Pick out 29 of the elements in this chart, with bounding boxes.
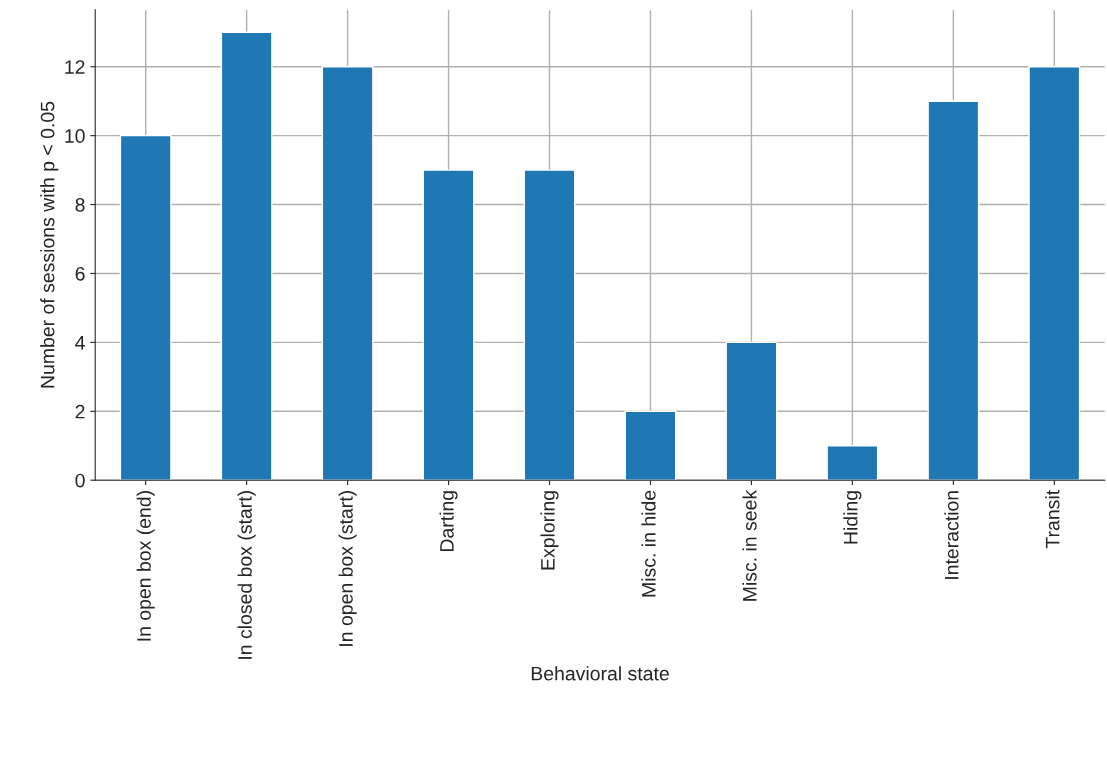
bar <box>523 169 576 481</box>
y-tick-label: 12 <box>65 60 85 74</box>
bar <box>119 134 172 481</box>
y-tick-label: 4 <box>75 336 85 350</box>
bar <box>220 31 273 481</box>
x-tick-label: In open box (start) <box>338 491 357 646</box>
x-tick-label: Hiding <box>843 491 862 544</box>
x-tick-label: Interaction <box>944 491 959 579</box>
x-tick-label: Exploring <box>540 491 559 570</box>
y-tick-label: 0 <box>75 473 85 488</box>
x-tick-label: Darting <box>439 491 458 551</box>
bar <box>422 169 475 481</box>
y-axis-title: Number of sessions with p < 0.05 <box>40 101 59 388</box>
x-tick-label: Transit <box>1045 490 1060 549</box>
x-tick-label: In open box (end) <box>136 491 155 641</box>
bar <box>826 445 879 481</box>
y-tick-label: 8 <box>75 198 85 212</box>
y-tick-label: 2 <box>75 404 85 419</box>
bar <box>321 66 374 481</box>
bar <box>624 410 677 481</box>
bar <box>927 100 980 481</box>
y-tick-label: 10 <box>65 129 85 143</box>
bar <box>725 341 778 481</box>
x-axis-title: Behavioral state <box>531 666 669 681</box>
x-tick-label: Misc. in hide <box>641 490 656 597</box>
y-tick-label: 6 <box>75 266 85 281</box>
bar <box>1028 66 1081 481</box>
x-tick-label: In closed box (start) <box>237 491 256 659</box>
x-tick-label: Misc. in seek <box>742 489 757 601</box>
